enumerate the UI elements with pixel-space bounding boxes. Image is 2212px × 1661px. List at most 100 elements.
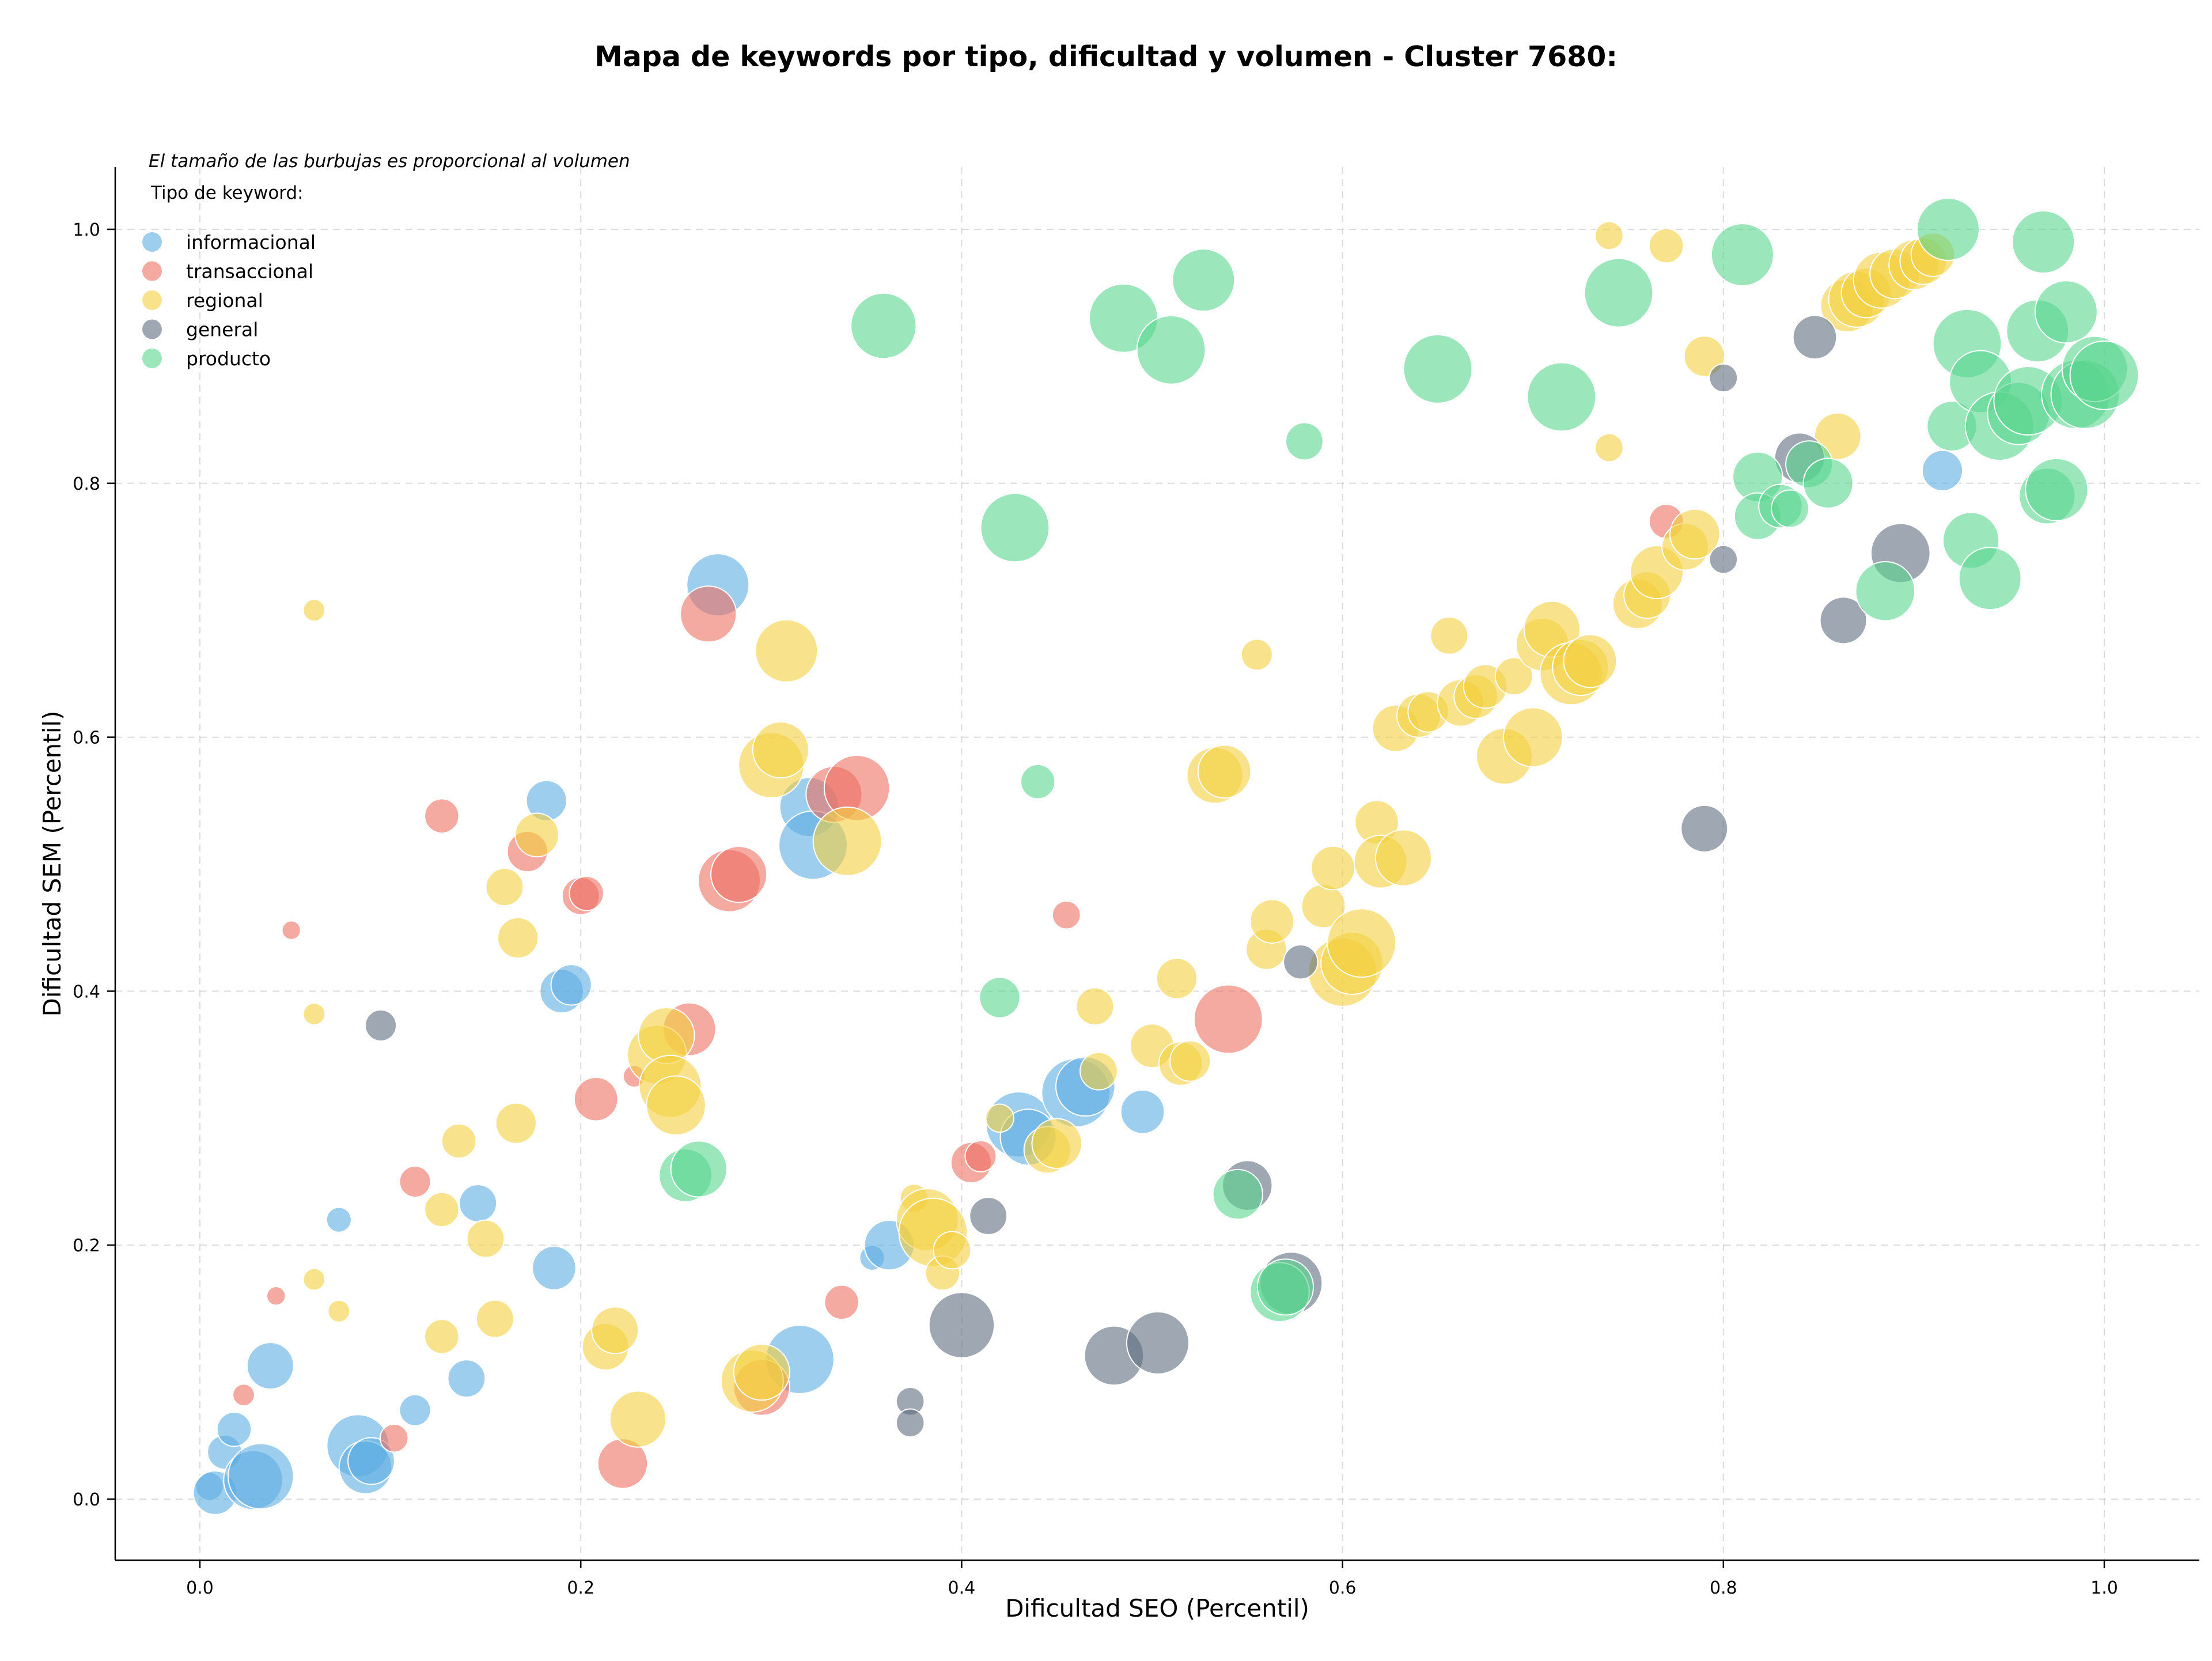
bubble-transaccional xyxy=(424,798,460,834)
bubble-size-note: El tamaño de las burbujas es proporciona… xyxy=(149,151,630,172)
bubble-producto xyxy=(670,1140,728,1198)
bubble-producto xyxy=(1527,362,1597,432)
bubble-informacional xyxy=(1921,449,1964,491)
bubble-general xyxy=(1126,1311,1190,1375)
bubble-regional xyxy=(1080,1051,1118,1091)
bubble-regional xyxy=(476,1299,514,1338)
bubble-regional xyxy=(441,1123,477,1159)
bubble-producto xyxy=(980,493,1050,563)
bubble-regional xyxy=(1327,908,1397,978)
bubble-producto xyxy=(1916,198,1980,261)
legend: informacional transaccional regional genera… xyxy=(142,231,316,370)
bubble-producto xyxy=(1285,422,1324,461)
bubble-transaccional xyxy=(379,1423,409,1453)
bubble-informacional xyxy=(532,1246,577,1291)
bubble-producto xyxy=(1855,561,1916,622)
bubble-regional xyxy=(1594,221,1624,251)
bubble-regional xyxy=(1594,433,1624,463)
bubble-general xyxy=(1709,363,1738,393)
bubble-regional xyxy=(1310,845,1355,891)
bubble-regional xyxy=(302,1267,326,1291)
bubble-regional xyxy=(1430,616,1469,655)
y-tick-label: 0.0 xyxy=(73,1490,100,1510)
bubble-regional xyxy=(1075,987,1115,1026)
legend-marker-transaccional xyxy=(142,261,162,281)
bubble-regional xyxy=(485,868,524,907)
bubble-transaccional xyxy=(964,1140,997,1172)
bubble-regional xyxy=(1249,899,1295,944)
bubble-general xyxy=(1283,944,1319,980)
bubble-general xyxy=(1709,544,1738,574)
bubble-producto xyxy=(1710,223,1774,287)
bubble-regional xyxy=(1374,829,1432,887)
y-tick-label: 0.4 xyxy=(73,982,100,1002)
bubble-producto xyxy=(1020,764,1056,800)
y-tick-label: 1.0 xyxy=(73,220,100,240)
legend-title: Tipo de keyword: xyxy=(150,183,304,203)
bubble-regional xyxy=(424,1191,460,1228)
legend-label-producto: producto xyxy=(186,347,271,370)
bubble-informacional xyxy=(447,1359,486,1398)
bubble-informacional xyxy=(550,964,592,1006)
legend-marker-general xyxy=(142,319,162,339)
bubble-producto xyxy=(2012,210,2075,274)
bubbles xyxy=(192,198,2139,1515)
bubble-regional xyxy=(591,1306,639,1354)
bubble-general xyxy=(1792,315,1838,360)
legend-marker-producto xyxy=(142,349,162,368)
bubble-producto xyxy=(1771,489,1809,528)
legend-label-regional: regional xyxy=(186,289,263,312)
legend-label-transaccional: transaccional xyxy=(186,260,313,283)
bubble-general xyxy=(895,1408,925,1438)
bubble-producto xyxy=(1212,1168,1263,1220)
bubble-general xyxy=(1680,804,1729,853)
bubble-general xyxy=(928,1292,995,1359)
bubble-producto xyxy=(2025,457,2089,521)
x-tick-label: 0.8 xyxy=(1710,1578,1737,1598)
bubble-regional xyxy=(1197,744,1252,799)
bubble-regional xyxy=(1240,638,1273,671)
bubble-regional xyxy=(609,1390,666,1448)
bubble-regional xyxy=(1502,707,1563,767)
bubble-producto xyxy=(1256,1258,1315,1316)
bubble-transaccional xyxy=(399,1166,431,1198)
x-tick-label: 0.4 xyxy=(948,1578,976,1598)
bubble-producto xyxy=(1584,258,1654,328)
bubble-regional xyxy=(812,806,882,876)
bubble-producto xyxy=(979,977,1021,1019)
bubble-regional xyxy=(302,1002,326,1026)
bubble-producto xyxy=(850,292,917,360)
legend-label-informacional: informacional xyxy=(186,231,316,253)
bubble-regional xyxy=(514,812,559,858)
y-axis-label: Dificultad SEM (Percentil) xyxy=(38,711,66,1017)
x-tick-label: 0.6 xyxy=(1329,1578,1357,1598)
bubble-transaccional xyxy=(281,920,301,940)
bubble-regional xyxy=(1156,958,1198,1000)
bubble-general xyxy=(365,1009,397,1042)
x-tick-label: 0.2 xyxy=(567,1578,594,1598)
bubble-informacional xyxy=(325,1206,352,1233)
bubble-general xyxy=(1819,596,1868,645)
x-axis-label: Dificultad SEO (Percentil) xyxy=(1005,1594,1309,1622)
bubble-transaccional xyxy=(232,1383,255,1407)
bubble-regional xyxy=(302,599,326,622)
bubble-regional xyxy=(1669,508,1721,560)
bubble-producto xyxy=(1172,248,1236,312)
bubble-producto xyxy=(1136,315,1206,385)
bubble-transaccional xyxy=(1051,900,1081,930)
bubble-regional xyxy=(733,1344,790,1401)
bubble-producto xyxy=(2069,340,2139,410)
x-tick-label: 1.0 xyxy=(2090,1578,2118,1598)
bubble-regional xyxy=(755,619,819,683)
legend-marker-informacional xyxy=(142,232,162,252)
bubble-transaccional xyxy=(710,846,768,903)
bubble-informacional xyxy=(399,1394,431,1427)
bubble-regional xyxy=(466,1219,505,1258)
bubble-transaccional xyxy=(1193,984,1263,1054)
bubble-informacional xyxy=(216,1412,252,1447)
bubble-informacional xyxy=(347,1437,396,1485)
bubble-informacional xyxy=(459,1184,498,1223)
bubble-transaccional xyxy=(680,585,737,643)
bubble-transaccional xyxy=(573,1076,619,1122)
